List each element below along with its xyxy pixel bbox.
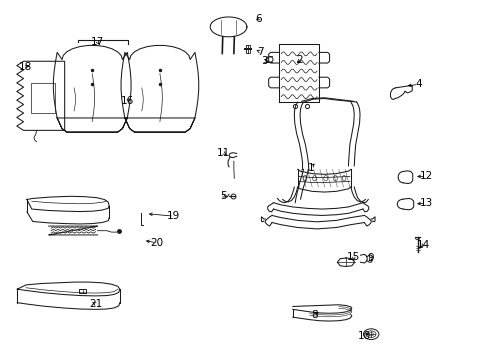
Text: 2: 2 bbox=[296, 55, 302, 65]
Text: 6: 6 bbox=[255, 14, 262, 24]
Text: 18: 18 bbox=[19, 62, 32, 72]
Text: 13: 13 bbox=[419, 198, 432, 208]
Text: 20: 20 bbox=[150, 238, 163, 248]
Text: 4: 4 bbox=[414, 79, 421, 89]
Bar bbox=[31, 83, 55, 113]
Bar bbox=[79, 289, 86, 293]
Text: 11: 11 bbox=[216, 148, 229, 158]
Text: 19: 19 bbox=[167, 211, 180, 221]
Text: 12: 12 bbox=[419, 171, 432, 181]
Text: 1: 1 bbox=[307, 163, 314, 172]
Text: 8: 8 bbox=[311, 310, 317, 320]
Text: 17: 17 bbox=[91, 37, 104, 47]
Text: 14: 14 bbox=[416, 239, 429, 249]
Text: 15: 15 bbox=[346, 252, 360, 262]
Text: 3: 3 bbox=[261, 56, 267, 66]
Text: 21: 21 bbox=[89, 299, 102, 309]
Text: 9: 9 bbox=[367, 253, 374, 263]
Text: 7: 7 bbox=[257, 47, 263, 57]
Text: 5: 5 bbox=[220, 191, 226, 201]
Text: 10: 10 bbox=[357, 331, 370, 341]
Text: 16: 16 bbox=[121, 96, 134, 105]
